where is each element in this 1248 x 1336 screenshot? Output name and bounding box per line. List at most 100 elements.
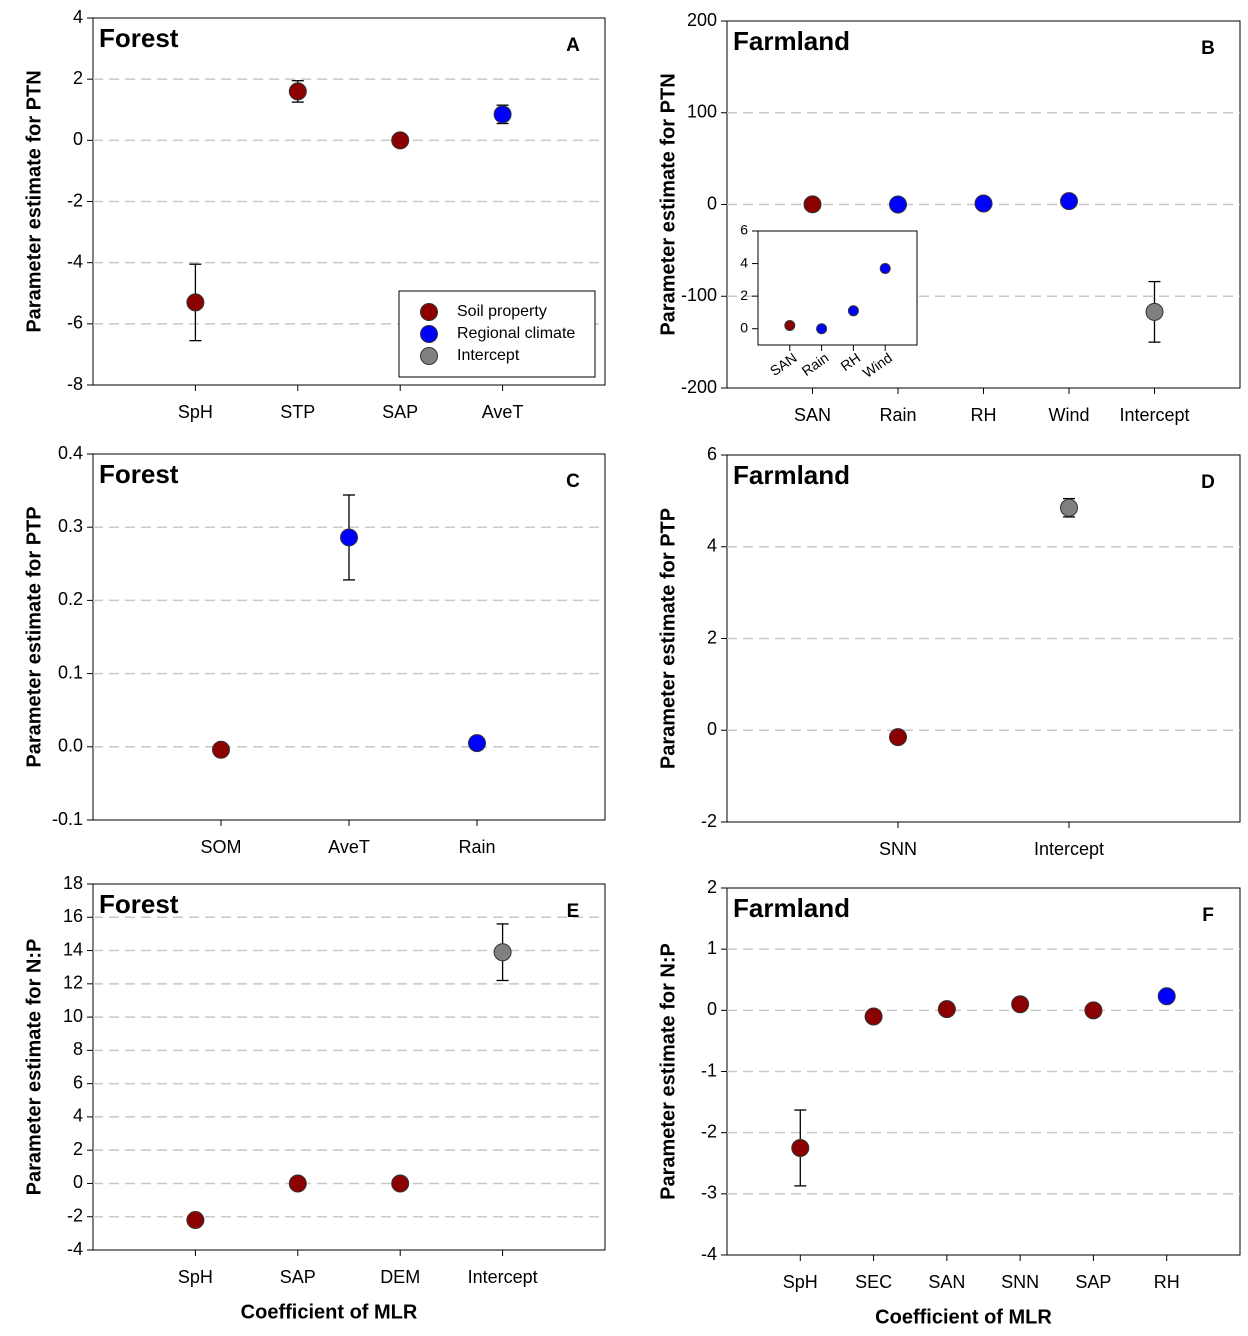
panel-letter: B <box>1201 38 1215 59</box>
y-tick-label: 14 <box>63 939 83 959</box>
y-tick-label: 0 <box>73 1172 83 1192</box>
point <box>340 528 358 547</box>
x-tick-label: Intercept <box>1119 405 1189 425</box>
panel-letter: F <box>1202 905 1214 926</box>
point <box>212 740 230 759</box>
y-tick-label: -6 <box>67 313 83 333</box>
y-tick-label: 0 <box>707 193 717 213</box>
x-tick-label: SAN <box>794 405 831 425</box>
plot-frame <box>92 883 606 1251</box>
y-tick-label: -2 <box>67 1205 83 1225</box>
y-tick-label: 0.1 <box>58 662 83 682</box>
point <box>1060 498 1078 517</box>
y-tick-label: 0.3 <box>58 516 83 536</box>
y-axis-label: Parameter estimate for PTN <box>23 70 45 332</box>
y-tick-label: 0 <box>740 319 748 335</box>
point <box>468 734 486 753</box>
legend-swatch <box>420 347 438 365</box>
point <box>889 195 907 214</box>
y-tick-label: 2 <box>707 877 717 897</box>
y-axis-label: Parameter estimate for N:P <box>23 939 45 1196</box>
point <box>847 305 859 317</box>
point <box>1157 987 1176 1006</box>
point <box>493 105 512 124</box>
x-tick-label: AveT <box>482 402 524 422</box>
panel-title: Farmland <box>733 893 850 923</box>
y-tick-label: 4 <box>73 1106 83 1126</box>
y-tick-label: 12 <box>63 973 83 993</box>
y-tick-label: 0.2 <box>58 589 83 609</box>
point <box>186 293 205 312</box>
point <box>186 1211 205 1230</box>
legend-swatch <box>420 325 438 343</box>
y-tick-label: -3 <box>701 1183 717 1203</box>
panel-letter: D <box>1201 472 1215 493</box>
y-axis-label: Parameter estimate for PTP <box>657 508 679 769</box>
x-tick-label: SNN <box>1001 1272 1039 1292</box>
panel-letter: C <box>566 471 580 492</box>
point <box>974 194 993 213</box>
y-tick-label: -2 <box>701 1121 717 1141</box>
y-tick-label: 10 <box>63 1006 83 1026</box>
point <box>391 131 410 150</box>
x-tick-label: SpH <box>178 1267 213 1287</box>
x-tick-label: SNN <box>879 839 917 859</box>
y-tick-label: 0.0 <box>58 736 83 756</box>
point <box>864 1007 883 1026</box>
y-tick-label: 2 <box>707 627 717 647</box>
point <box>879 262 891 274</box>
point <box>803 195 822 214</box>
panel-title: Forest <box>99 23 179 53</box>
x-tick-label: RH <box>971 405 997 425</box>
y-tick-label: 8 <box>73 1039 83 1059</box>
point <box>1084 1001 1103 1020</box>
x-tick-label: DEM <box>380 1267 420 1287</box>
y-tick-label: -100 <box>681 285 717 305</box>
x-tick-label: AveT <box>328 837 370 857</box>
x-tick-label: SAP <box>1075 1272 1111 1292</box>
y-tick-label: 0 <box>707 999 717 1019</box>
y-tick-label: 1 <box>707 938 717 958</box>
y-tick-label: 0 <box>707 719 717 739</box>
x-tick-label: Wind <box>1048 405 1089 425</box>
panel-letter: A <box>566 35 580 56</box>
y-tick-label: -2 <box>701 811 717 831</box>
y-tick-label: -4 <box>67 1239 83 1259</box>
x-axis-label: Coefficient of MLR <box>241 1301 418 1323</box>
y-tick-label: -1 <box>701 1060 717 1080</box>
x-tick-label: Rain <box>879 405 916 425</box>
x-tick-label: SAP <box>382 402 418 422</box>
y-tick-label: -4 <box>701 1244 717 1264</box>
point <box>288 1174 307 1193</box>
panel-title: Farmland <box>733 26 850 56</box>
panel-title: Forest <box>99 459 179 489</box>
y-tick-label: 2 <box>73 68 83 88</box>
x-tick-label: SEC <box>855 1272 892 1292</box>
point <box>1145 302 1164 321</box>
legend-label: Regional climate <box>457 325 575 342</box>
x-tick-label: Intercept <box>468 1267 538 1287</box>
x-tick-label: SAN <box>928 1272 965 1292</box>
legend-swatch <box>420 303 438 321</box>
x-tick-label: RH <box>1154 1272 1180 1292</box>
y-tick-label: 100 <box>687 102 717 122</box>
panel-title: Forest <box>99 889 179 919</box>
y-tick-label: 16 <box>63 906 83 926</box>
point <box>937 1000 956 1019</box>
y-axis-label: Parameter estimate for PTN <box>657 73 679 335</box>
y-tick-label: 18 <box>63 873 83 893</box>
y-axis-label: Parameter estimate for PTP <box>23 506 45 767</box>
y-tick-label: 0 <box>73 129 83 149</box>
x-axis-label: Coefficient of MLR <box>875 1306 1052 1328</box>
legend-label: Soil property <box>457 303 547 320</box>
x-tick-label: SAP <box>280 1267 316 1287</box>
legend-label: Intercept <box>457 347 520 364</box>
point <box>784 319 796 331</box>
x-tick-label: Intercept <box>1034 839 1104 859</box>
point <box>1011 995 1030 1014</box>
y-tick-label: -2 <box>67 190 83 210</box>
y-tick-label: 200 <box>687 10 717 30</box>
y-tick-label: -4 <box>67 251 83 271</box>
y-tick-label: -8 <box>67 374 83 394</box>
